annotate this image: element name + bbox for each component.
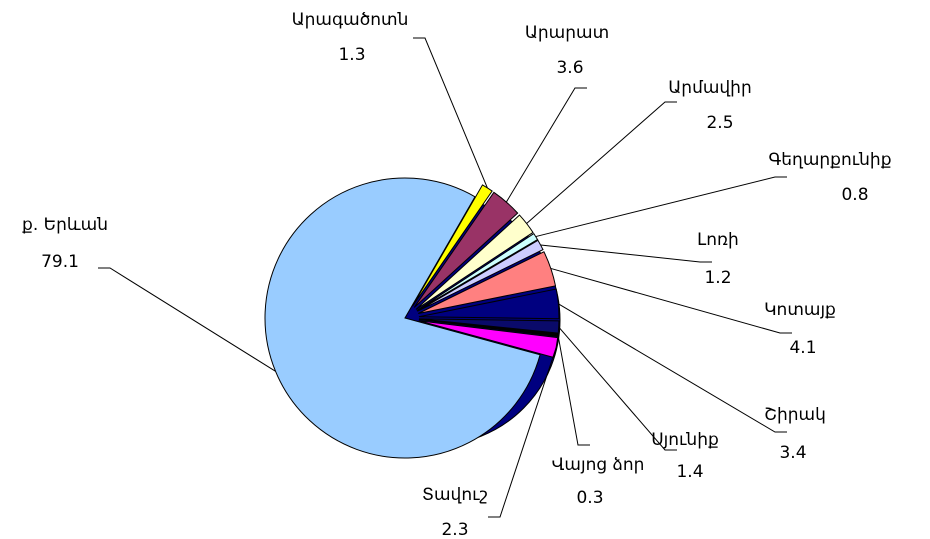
slice-value: 2.5 bbox=[706, 113, 733, 133]
leader-line bbox=[413, 37, 488, 189]
slice-value: 0.8 bbox=[841, 185, 868, 205]
slice-value: 2.3 bbox=[441, 520, 468, 539]
slice-value: 3.4 bbox=[779, 443, 806, 463]
leader-line bbox=[550, 267, 792, 334]
slice bbox=[418, 318, 560, 334]
leader-line bbox=[98, 267, 276, 372]
slice-label: Արմավիր bbox=[668, 78, 751, 98]
leader-line bbox=[535, 176, 787, 238]
slice bbox=[418, 320, 559, 359]
slice bbox=[416, 232, 539, 312]
slice-value: 1.2 bbox=[704, 268, 731, 288]
slice-value: 4.1 bbox=[789, 338, 816, 358]
slice-label: ք. Երևան bbox=[22, 215, 108, 235]
slice bbox=[264, 177, 541, 459]
slice-label: Լոռի bbox=[697, 230, 739, 250]
leader-line bbox=[558, 326, 677, 451]
slice-label: Գեղարքունիք bbox=[768, 150, 891, 170]
leader-line bbox=[557, 335, 590, 446]
slice-label: Կոտայք bbox=[764, 300, 836, 320]
slice-label: Տավուշ bbox=[422, 485, 488, 505]
slice-value: 3.6 bbox=[556, 58, 583, 78]
slice-label: Սյունիք bbox=[651, 430, 719, 450]
slice-label: Արարատ bbox=[525, 23, 609, 43]
slice bbox=[412, 184, 493, 307]
slice-value: 79.1 bbox=[41, 252, 79, 272]
slice-label: Շիրակ bbox=[764, 405, 826, 425]
slice-value: 0.3 bbox=[576, 488, 603, 508]
leader-line bbox=[505, 87, 587, 203]
slice-value: 1.4 bbox=[676, 462, 703, 482]
slice-label: Վայոց ձոր bbox=[552, 455, 645, 475]
leader-line bbox=[558, 303, 787, 433]
slice-value: 1.3 bbox=[338, 45, 365, 65]
leader-line bbox=[526, 101, 677, 224]
leader-line bbox=[540, 244, 712, 263]
slice bbox=[413, 191, 519, 308]
slice-label: Արագածոտն bbox=[292, 10, 409, 30]
leader-line bbox=[488, 347, 557, 518]
